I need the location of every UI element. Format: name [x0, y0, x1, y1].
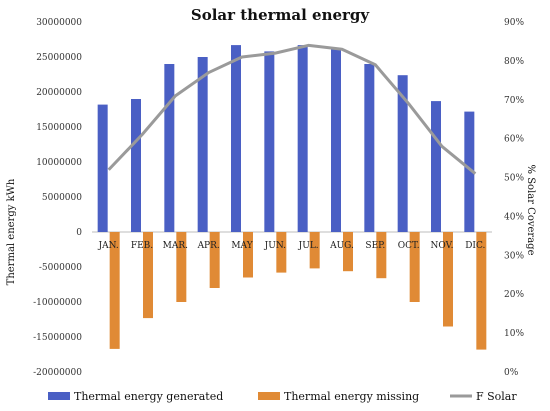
bar-missing: [143, 232, 153, 319]
left-axis-ticks: 30000000 25000000 20000000 15000000 10000000…: [33, 18, 82, 378]
right-tick-label: 80%: [504, 57, 524, 67]
solar-coverage-line: [107, 43, 477, 175]
bar-generated: [197, 57, 208, 232]
bar-generated: [264, 51, 275, 233]
right-tick-label: 70%: [504, 96, 524, 106]
left-tick-label: -20000000: [33, 368, 82, 378]
bar-generated: [131, 99, 141, 232]
legend-swatch: [258, 392, 280, 400]
right-tick-label: 20%: [504, 290, 524, 300]
category-label: NOV.: [431, 241, 454, 251]
bar-missing: [243, 232, 253, 278]
bar-generated: [331, 47, 341, 233]
legend-label: Thermal energy generated: [74, 390, 223, 403]
line-f-solar: [107, 43, 477, 175]
bar-missing: [309, 232, 320, 269]
category-label: FEB.: [131, 241, 153, 251]
bars: [97, 45, 487, 350]
legend: Thermal energy generated Thermal energy m…: [48, 390, 517, 403]
bar-missing: [409, 232, 420, 302]
left-tick-label: 0: [76, 228, 82, 238]
right-tick-label: 90%: [504, 18, 524, 28]
category-label: MAR.: [163, 241, 188, 251]
bar-missing: [376, 232, 387, 279]
right-tick-label: 30%: [504, 251, 524, 261]
bar-generated: [364, 64, 375, 232]
category-label: MAY: [231, 241, 253, 251]
y-axis-label: Thermal energy kWh: [6, 178, 17, 285]
bar-generated: [464, 111, 475, 232]
legend-label: F Solar: [476, 390, 517, 403]
left-tick-label: 20000000: [36, 88, 82, 98]
legend-label: Thermal energy missing: [284, 390, 419, 403]
left-tick-label: 30000000: [36, 18, 82, 28]
bar-generated: [297, 45, 308, 232]
left-tick-label: -10000000: [33, 298, 82, 308]
category-label: AUG.: [329, 241, 354, 251]
category-label: APR.: [197, 241, 220, 251]
bar-generated: [164, 64, 175, 232]
category-label: JUL.: [298, 241, 319, 251]
left-tick-label: 25000000: [36, 53, 82, 63]
left-tick-label: 10000000: [36, 158, 82, 168]
category-label: SEP.: [365, 241, 385, 251]
left-tick-label: 5000000: [42, 193, 82, 203]
category-labels: JAN. FEB. MAR. APR. MAY JUN. JUL. AUG. SEP. OCT. N…: [98, 241, 486, 251]
bar-generated: [97, 104, 108, 232]
chart-title: Solar thermal energy: [191, 6, 371, 24]
bar-missing: [443, 232, 453, 327]
bar-missing: [209, 232, 220, 288]
bar-missing: [343, 232, 353, 272]
bar-generated: [431, 101, 441, 232]
bar-generated: [397, 75, 408, 232]
category-label: OCT.: [398, 241, 420, 251]
bar-missing: [276, 232, 287, 273]
right-tick-label: 10%: [504, 329, 524, 339]
right-tick-label: 40%: [504, 212, 524, 222]
category-label: JAN.: [98, 241, 119, 251]
bar-missing: [176, 232, 187, 302]
left-tick-label: -15000000: [33, 333, 82, 343]
category-label: DIC.: [465, 241, 485, 251]
bar-missing: [109, 232, 120, 349]
bar-generated: [231, 45, 241, 232]
right-tick-label: 0%: [504, 368, 519, 378]
left-tick-label: -5000000: [39, 263, 82, 273]
right-axis-ticks: 90% 80% 70% 60% 50% 40% 30% 20% 10% 0%: [504, 18, 524, 378]
category-label: JUN.: [264, 241, 286, 251]
bar-missing: [476, 232, 487, 350]
y2-axis-label: % Solar Coverage: [525, 165, 536, 256]
right-tick-label: 60%: [504, 135, 524, 145]
legend-swatch: [48, 392, 70, 400]
left-tick-label: 15000000: [36, 123, 82, 133]
right-tick-label: 50%: [504, 174, 524, 184]
